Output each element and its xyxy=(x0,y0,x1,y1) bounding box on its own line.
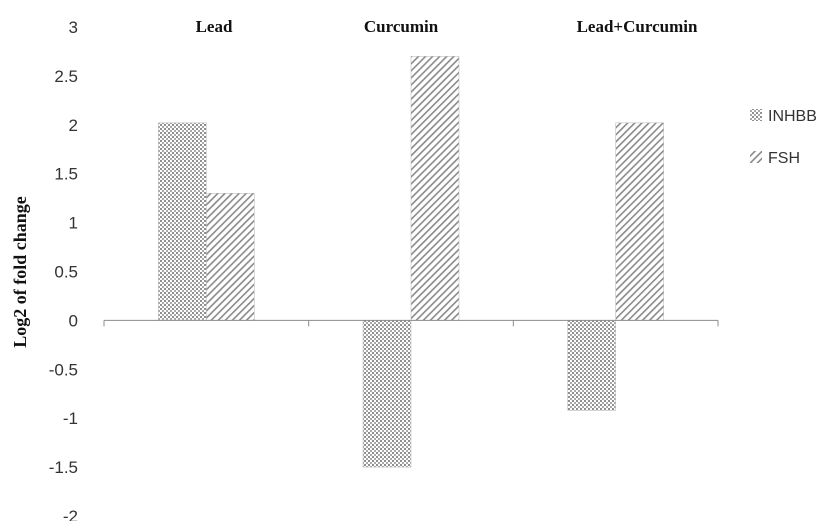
y-tick-label: 2.5 xyxy=(54,67,78,86)
bars-layer xyxy=(158,56,664,468)
y-tick-label: -0.5 xyxy=(49,360,78,379)
y-tick-label: 0.5 xyxy=(54,263,78,282)
category-label: Lead+Curcumin xyxy=(577,17,698,36)
category-label: Lead xyxy=(196,17,233,36)
legend: INHBB FSH xyxy=(750,108,817,167)
y-axis: 3 2.5 2 1.5 1 0.5 0 -0.5 -1 -1.5 -2 xyxy=(49,18,78,521)
y-axis-title: Log2 of fold change xyxy=(10,196,30,348)
category-label: Curcumin xyxy=(364,17,439,36)
legend-swatch-fsh xyxy=(750,151,762,163)
legend-swatch-inhbb xyxy=(750,109,762,121)
bar-inhbb-lead xyxy=(158,122,207,321)
y-tick-label: 1.5 xyxy=(54,165,78,184)
category-labels: Lead Curcumin Lead+Curcumin xyxy=(196,17,698,36)
y-tick-label: -1 xyxy=(63,409,78,428)
bar-inhbb-lead-curcumin xyxy=(567,320,616,411)
y-tick-label: -1.5 xyxy=(49,458,78,477)
y-tick-label: 2 xyxy=(69,116,78,135)
legend-label-inhbb: INHBB xyxy=(768,108,817,125)
bar-inhbb-curcumin xyxy=(362,320,412,468)
x-axis-ticks xyxy=(103,320,719,327)
y-tick-label: 0 xyxy=(69,311,78,330)
y-tick-label: 1 xyxy=(69,214,78,233)
y-tick-label: 3 xyxy=(69,18,78,37)
bar-fsh-lead xyxy=(206,193,255,321)
bar-fsh-lead-curcumin xyxy=(615,122,664,321)
y-tick-label: -2 xyxy=(63,507,78,521)
bar-fsh-curcumin xyxy=(410,56,460,321)
legend-label-fsh: FSH xyxy=(768,150,800,167)
